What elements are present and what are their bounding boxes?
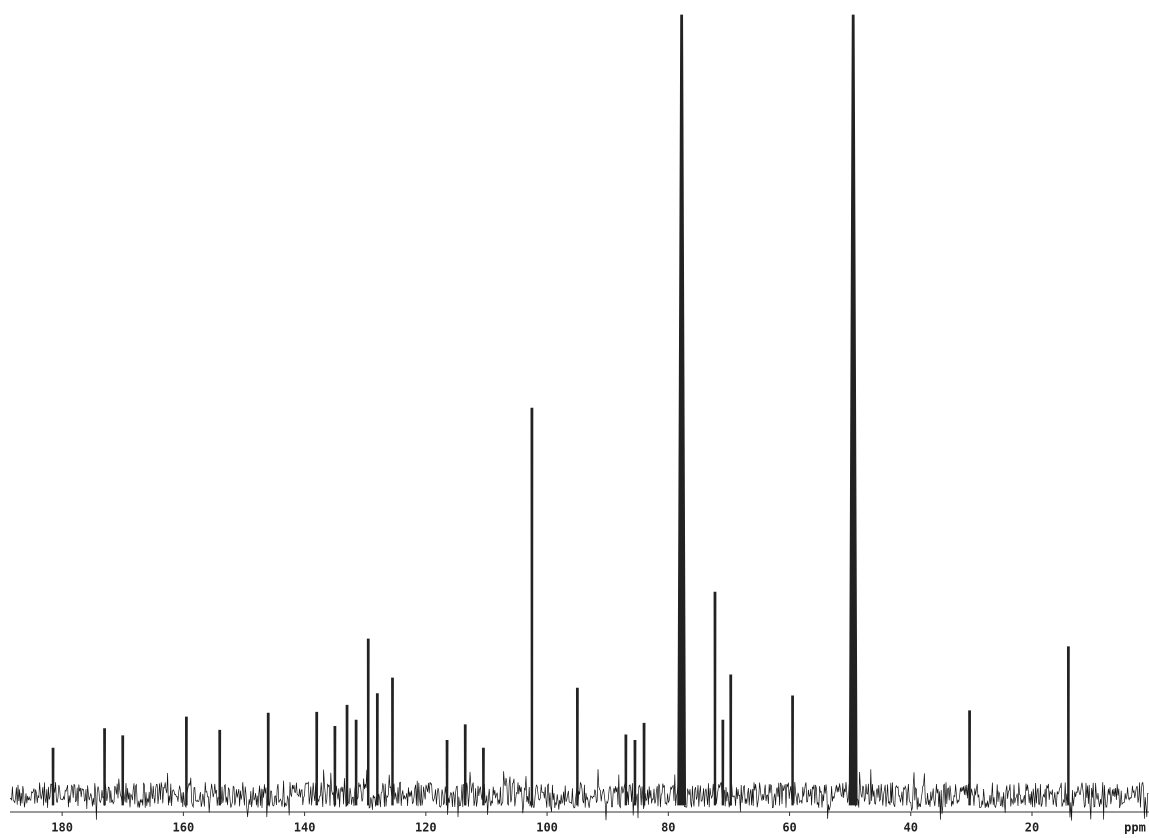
peak bbox=[530, 407, 534, 806]
peak bbox=[729, 674, 733, 806]
peak bbox=[968, 710, 971, 806]
peak bbox=[121, 735, 125, 806]
peak bbox=[366, 638, 370, 806]
peak bbox=[721, 719, 725, 806]
peak bbox=[445, 740, 449, 806]
x-tick-label: 160 bbox=[173, 821, 195, 835]
peak bbox=[266, 712, 270, 806]
peak bbox=[184, 716, 188, 806]
x-tick-label: 120 bbox=[415, 821, 437, 835]
peak bbox=[677, 14, 687, 806]
peak bbox=[1066, 646, 1070, 806]
peak bbox=[51, 747, 55, 806]
peak bbox=[791, 695, 794, 806]
peak bbox=[375, 693, 379, 806]
peak bbox=[848, 14, 858, 806]
peak bbox=[575, 687, 579, 806]
x-tick-label: 140 bbox=[294, 821, 316, 835]
x-axis-label: ppm bbox=[1124, 821, 1146, 835]
x-tick-label: 40 bbox=[904, 821, 918, 835]
peak bbox=[391, 677, 394, 806]
x-tick-label: 80 bbox=[661, 821, 675, 835]
peak bbox=[633, 740, 637, 806]
peak bbox=[333, 725, 337, 806]
peak bbox=[713, 591, 717, 806]
noise bbox=[9, 769, 1149, 821]
x-tick-label: 180 bbox=[51, 821, 73, 835]
peak bbox=[315, 711, 319, 806]
peak bbox=[642, 722, 646, 806]
peak bbox=[103, 728, 106, 806]
x-tick-label: 20 bbox=[1025, 821, 1039, 835]
peak bbox=[345, 704, 349, 806]
peak bbox=[463, 724, 467, 806]
x-tick-label: 100 bbox=[536, 821, 558, 835]
peak bbox=[354, 719, 358, 806]
x-tick-label: 60 bbox=[782, 821, 796, 835]
peak bbox=[218, 729, 222, 806]
peak bbox=[624, 734, 628, 806]
peak bbox=[482, 747, 485, 806]
